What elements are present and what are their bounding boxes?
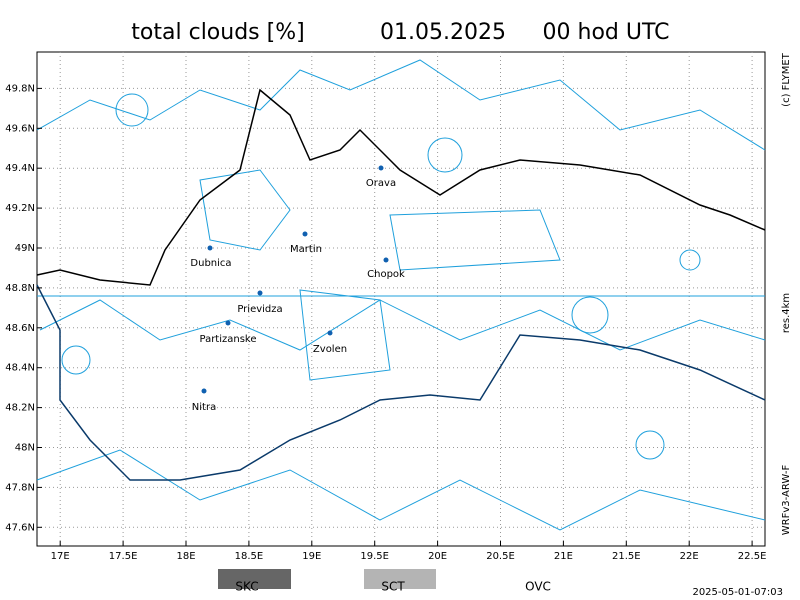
contour: [199, 169, 561, 381]
city-label: Zvolen: [313, 344, 347, 355]
city-marker: [378, 165, 384, 171]
contour: [36, 59, 766, 151]
x-tick-label: 17E: [51, 551, 70, 562]
city-marker: [383, 257, 389, 263]
city-marker: [327, 330, 333, 336]
y-tick-label: 49.8N: [5, 83, 35, 94]
city-label: Nitra: [192, 402, 216, 413]
legend-label: SKC: [235, 580, 258, 594]
ticks: 17E 17.5E 18E 18.5E 19E 19.5E 20E 20.5E 21E 21.5E…: [5, 83, 766, 562]
model-label: WRFv3-ARW-F: [781, 465, 792, 536]
title: total clouds [%]: [131, 20, 304, 45]
cities: Orava Martin Dubnica Chopok Prievidza Partiza…: [190, 165, 405, 413]
city-label: Dubnica: [190, 258, 231, 269]
city-marker: [225, 320, 231, 326]
copyright: (c) FLYMET: [781, 52, 792, 107]
contour: [635, 430, 665, 460]
city-label: Chopok: [367, 269, 405, 280]
contour: [427, 137, 463, 173]
timestamp: 2025-05-01-07:03: [692, 587, 783, 598]
contour: [679, 249, 701, 271]
y-tick-label: 48.4N: [5, 363, 35, 374]
border: [36, 284, 766, 481]
x-tick-label: 18E: [176, 551, 195, 562]
grid: [37, 52, 765, 546]
legend-swatch: [218, 569, 291, 589]
city-marker: [257, 290, 263, 296]
city-marker: [207, 245, 213, 251]
contours: [36, 59, 766, 531]
contour: [571, 296, 609, 334]
map-frame: Orava Martin Dubnica Chopok Prievidza Partiza…: [36, 51, 766, 547]
x-tick-label: 17.5E: [109, 551, 138, 562]
x-tick-label: 19E: [302, 551, 321, 562]
legend-label: OVC: [525, 580, 551, 594]
y-tick-label: 49.2N: [5, 203, 35, 214]
y-tick-label: 47.6N: [5, 522, 35, 533]
x-tick-label: 22E: [680, 551, 699, 562]
x-tick-label: 21.5E: [612, 551, 641, 562]
x-tick-label: 18.5E: [235, 551, 264, 562]
y-tick-label: 48N: [15, 443, 35, 454]
city-marker: [302, 231, 308, 237]
y-tick-label: 48.8N: [5, 283, 35, 294]
y-tick-label: 47.8N: [5, 482, 35, 493]
city-label: Prievidza: [237, 304, 282, 315]
y-tick-label: 48.2N: [5, 403, 35, 414]
date: 01.05.2025: [380, 20, 506, 45]
contour: [36, 449, 766, 531]
legend-label: SCT: [381, 580, 405, 594]
contour: [115, 93, 149, 127]
city-label: Martin: [290, 244, 322, 255]
x-tick-label: 20E: [428, 551, 447, 562]
y-tick-label: 49.4N: [5, 163, 35, 174]
x-tick-label: 20.5E: [486, 551, 515, 562]
city-label: Partizanske: [199, 334, 256, 345]
y-tick-label: 49N: [15, 243, 35, 254]
resolution: res.4km: [781, 293, 792, 333]
time: 00 hod UTC: [543, 20, 670, 45]
legend-swatch: [364, 569, 436, 589]
x-tick-label: 22.5E: [738, 551, 767, 562]
border: [36, 88, 766, 286]
y-tick-label: 48.6N: [5, 323, 35, 334]
plot-border: [36, 51, 766, 547]
x-tick-label: 19.5E: [360, 551, 389, 562]
y-tick-label: 49.6N: [5, 123, 35, 134]
city-label: Orava: [366, 178, 396, 189]
x-tick-label: 21E: [554, 551, 573, 562]
city-marker: [201, 388, 207, 394]
contour: [61, 345, 91, 375]
